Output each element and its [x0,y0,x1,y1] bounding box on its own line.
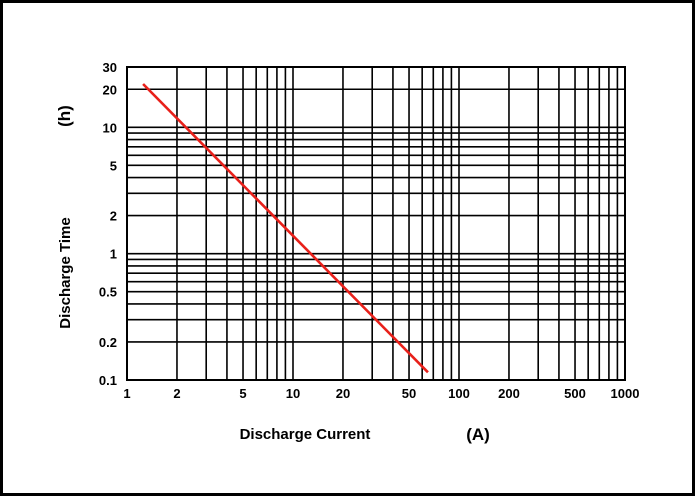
x-tick-label: 200 [498,386,520,401]
y-tick-labels: 0.1 0.2 0.5 1 2 5 10 20 30 [99,60,117,388]
y-tick-label: 10 [103,120,117,135]
x-tick-label: 50 [402,386,416,401]
y-tick-label: 2 [110,209,117,224]
grid [127,67,625,380]
y-axis-unit: (h) [55,105,74,127]
y-tick-label: 0.5 [99,285,117,300]
x-axis-unit: (A) [466,425,490,444]
y-tick-label: 0.2 [99,335,117,350]
plot-border [126,66,626,381]
y-tick-label: 20 [103,82,117,97]
y-axis-label: Discharge Time [57,217,74,328]
x-axis-label: Discharge Current [240,426,371,443]
y-tick-label: 1 [110,247,117,262]
y-tick-label: 30 [103,60,117,75]
x-tick-labels: 1 2 5 10 20 50 100 200 500 1000 [123,386,639,401]
x-tick-label: 10 [286,386,300,401]
x-tick-label: 1000 [611,386,640,401]
discharge-curve [142,83,429,374]
x-tick-label: 100 [448,386,470,401]
y-tick-label: 5 [110,158,117,173]
x-tick-label: 1 [123,386,130,401]
y-tick-label: 0.1 [99,373,117,388]
x-tick-label: 20 [336,386,350,401]
x-tick-label: 5 [239,386,246,401]
series-layer [142,83,429,374]
x-tick-label: 2 [173,386,180,401]
x-tick-label: 500 [564,386,586,401]
